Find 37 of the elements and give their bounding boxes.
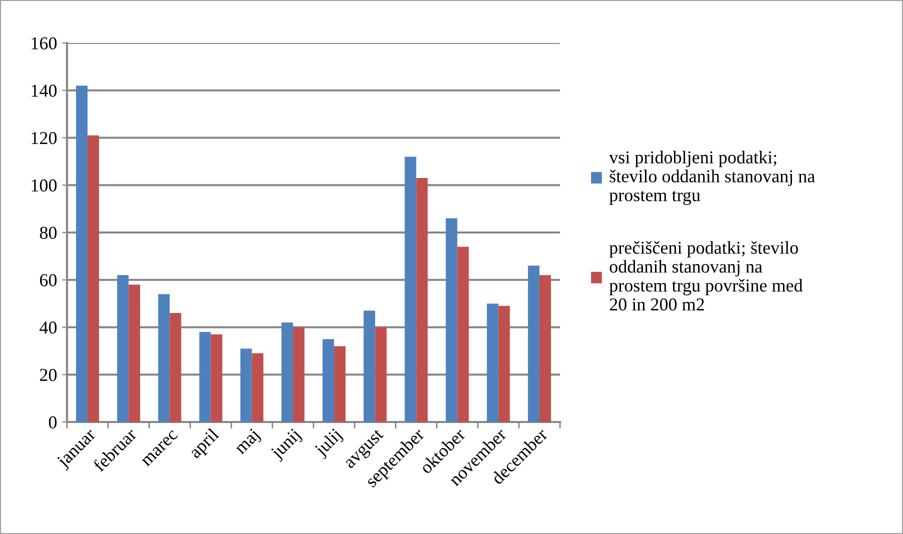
bar: [457, 246, 469, 422]
y-tick-label: 0: [48, 416, 57, 428]
bar: [281, 322, 293, 422]
bar: [252, 353, 264, 422]
bar: [128, 284, 140, 422]
bar: [292, 327, 304, 422]
bar: [539, 275, 551, 422]
bar: [416, 178, 428, 422]
bar: [486, 304, 498, 422]
y-tick-label: 80: [40, 226, 57, 239]
x-tick-label: april: [188, 427, 222, 462]
bar: [240, 348, 252, 422]
y-tick-label: 20: [40, 368, 57, 382]
y-tick-label: 120: [32, 132, 57, 144]
y-tick-label: 160: [32, 37, 57, 50]
bar: [334, 346, 346, 422]
bar: [375, 327, 387, 422]
bar: [446, 218, 458, 422]
bar: [117, 275, 129, 422]
bar: [498, 306, 510, 422]
bar: [199, 332, 211, 422]
bar: [404, 156, 416, 422]
y-tick-label: 40: [40, 322, 57, 334]
y-tick-label: 140: [32, 84, 57, 97]
bar: [322, 339, 334, 422]
bar: [210, 334, 222, 422]
bar: [158, 294, 170, 422]
y-tick-label: 100: [32, 179, 57, 192]
bar: [88, 135, 100, 422]
y-tick-label: 60: [40, 274, 57, 286]
bar: [364, 310, 376, 422]
legend-label: vsi pridobljeni podatki; število oddanih stanovanj na prostem trgu: [609, 150, 815, 205]
bar: [170, 313, 182, 422]
bar: [76, 86, 88, 422]
bar: [528, 266, 540, 422]
x-tick-label: maj: [233, 428, 262, 458]
legend-label: prečiščeni podatki; število oddanih stanovanj na prostem trgu površine med 20 in 200 m2: [609, 241, 803, 311]
